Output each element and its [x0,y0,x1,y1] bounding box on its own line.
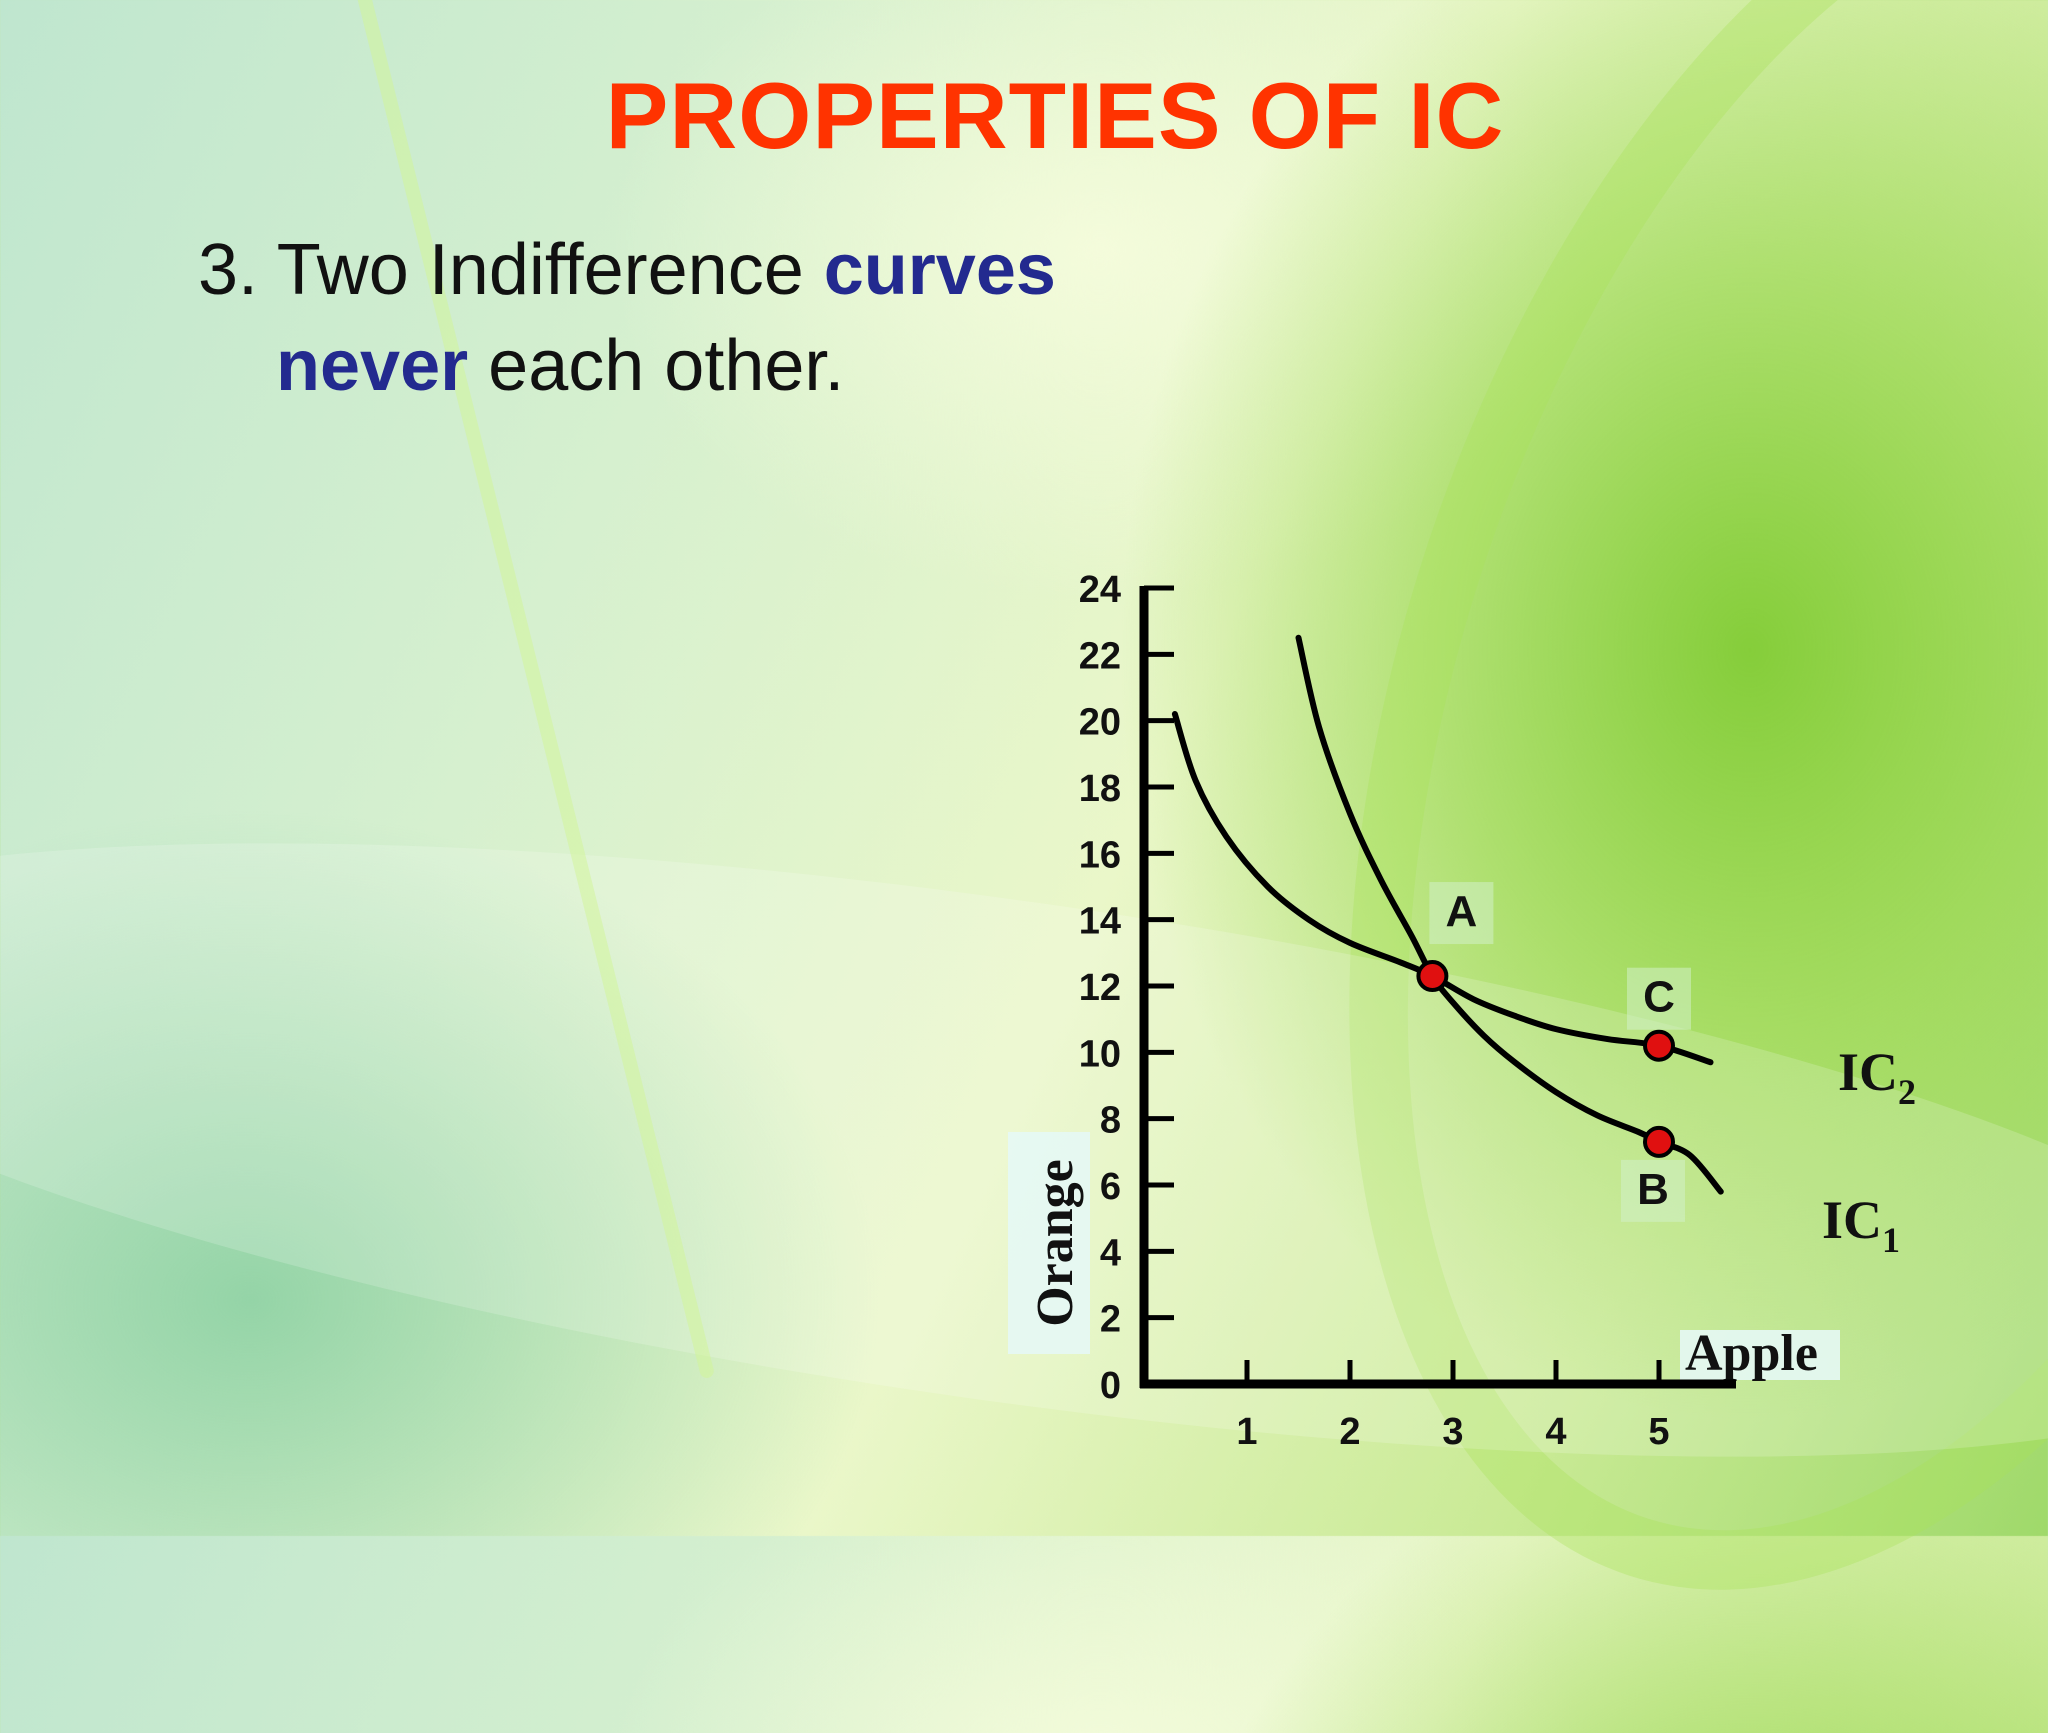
slide-title: PROPERTIES OF IC [605,63,1505,168]
x-tick-label: 5 [1648,1411,1669,1453]
point-label-box [1621,1159,1685,1222]
point-label-box [1429,882,1494,945]
y-tick-label: 20 [1079,702,1121,744]
curve-ic2 [1171,711,1714,1066]
point-a [1416,960,1449,993]
point-number: 3. [198,230,259,310]
bullet-line-1: 3. Two Indifference curves [198,222,1056,318]
point-label-c: C [1643,973,1675,1022]
point-label-box [1627,967,1691,1030]
point-highlight-never: never [276,326,469,406]
point-label-b: B [1637,1165,1669,1214]
y-tick-label: 2 [1100,1299,1121,1341]
bullet-line-2: never each other. [198,318,1056,414]
x-tick-label: 3 [1442,1411,1463,1453]
y-tick-label: 24 [1079,569,1121,611]
point-b [1643,1125,1675,1158]
curve-ic1 [1295,634,1724,1195]
point-text-2: each other. [488,326,845,406]
series-label-ic1: IC1 [1822,1190,1900,1260]
y-axis-label: Orange [1027,1159,1084,1327]
point-c [1643,1029,1675,1062]
y-axis-label-box [1008,1132,1090,1354]
y-tick-label: 18 [1079,768,1121,810]
bullet-point: 3. Two Indifference curves never each ot… [198,222,1056,414]
y-tick-label: 16 [1079,834,1121,876]
y-tick-label: 4 [1100,1232,1121,1274]
y-tick-label: 12 [1079,967,1121,1009]
y-tick-label: 14 [1079,901,1121,943]
point-highlight-curves: curves [823,230,1056,310]
y-tick-label: 0 [1100,1365,1121,1407]
x-tick-label: 2 [1339,1411,1360,1453]
y-tick-label: 10 [1079,1033,1121,1075]
x-tick-label: 1 [1236,1411,1257,1453]
y-tick-label: 6 [1100,1166,1121,1208]
x-axis-label: Apple [1685,1325,1818,1382]
point-text-1: Two Indifference [276,230,804,310]
y-tick-label: 22 [1079,635,1121,677]
point-label-a: A [1446,887,1478,936]
y-tick-label: 8 [1100,1100,1121,1142]
x-tick-label: 4 [1545,1411,1566,1453]
series-label-ic2: IC2 [1838,1042,1916,1112]
x-axis-label-box [1680,1330,1840,1380]
